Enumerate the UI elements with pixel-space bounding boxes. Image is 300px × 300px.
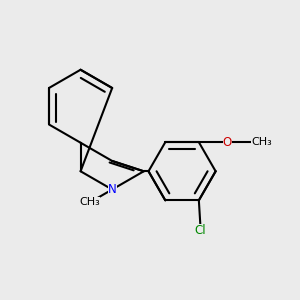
Text: CH₃: CH₃	[80, 197, 101, 207]
Text: CH₃: CH₃	[251, 137, 272, 147]
Text: O: O	[223, 136, 232, 149]
Text: Cl: Cl	[195, 224, 206, 237]
Text: N: N	[108, 183, 116, 196]
